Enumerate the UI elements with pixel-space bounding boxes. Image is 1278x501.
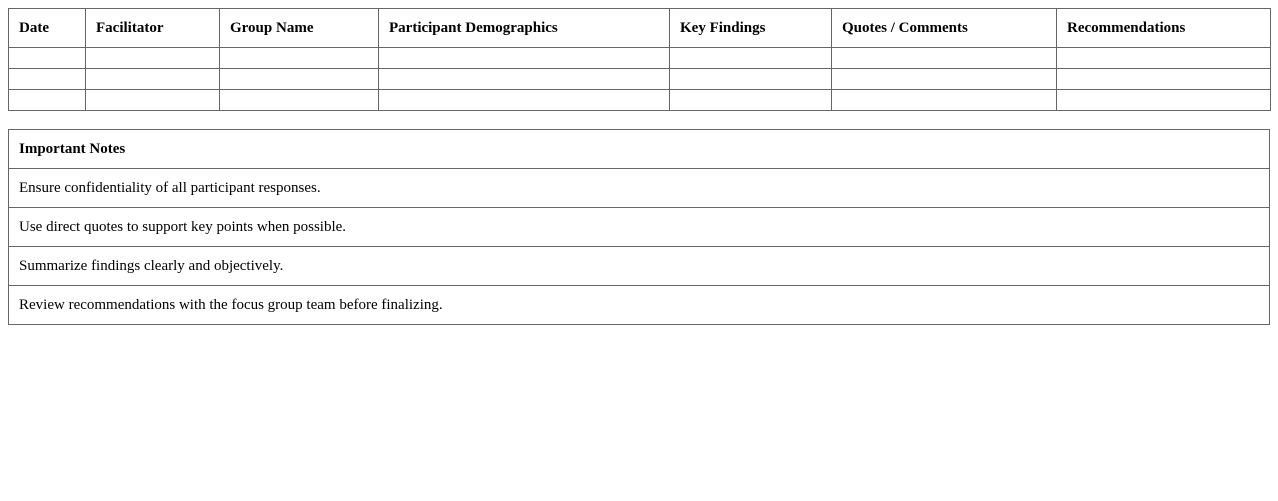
table-cell[interactable] — [831, 68, 1057, 90]
table-row — [8, 89, 1271, 111]
note-row: Summarize findings clearly and objective… — [8, 246, 1270, 286]
table-cell[interactable] — [8, 47, 86, 69]
note-item: Summarize findings clearly and objective… — [8, 246, 1270, 286]
table-cell[interactable] — [8, 68, 86, 90]
table-cell[interactable] — [669, 89, 832, 111]
focus-group-report-table: Date Facilitator Group Name Participant … — [8, 8, 1271, 111]
important-notes-table: Important Notes Ensure confidentiality o… — [8, 129, 1270, 325]
header-group-name: Group Name — [219, 8, 379, 48]
table-cell[interactable] — [378, 89, 670, 111]
table-row — [8, 47, 1271, 69]
header-participant-demographics: Participant Demographics — [378, 8, 670, 48]
note-item: Review recommendations with the focus gr… — [8, 285, 1270, 325]
table-row — [8, 68, 1271, 90]
header-quotes-comments: Quotes / Comments — [831, 8, 1057, 48]
header-recommendations: Recommendations — [1056, 8, 1271, 48]
header-date: Date — [8, 8, 86, 48]
table-cell[interactable] — [378, 47, 670, 69]
table-cell[interactable] — [85, 89, 220, 111]
notes-title: Important Notes — [8, 129, 1270, 169]
table-cell[interactable] — [831, 89, 1057, 111]
table-cell[interactable] — [219, 89, 379, 111]
header-key-findings: Key Findings — [669, 8, 832, 48]
table-cell[interactable] — [85, 68, 220, 90]
table-cell[interactable] — [1056, 47, 1271, 69]
table-cell[interactable] — [219, 68, 379, 90]
table-header-row: Date Facilitator Group Name Participant … — [8, 8, 1271, 48]
header-facilitator: Facilitator — [85, 8, 220, 48]
note-row: Ensure confidentiality of all participan… — [8, 168, 1270, 208]
table-cell[interactable] — [1056, 89, 1271, 111]
note-item: Use direct quotes to support key points … — [8, 207, 1270, 247]
table-cell[interactable] — [85, 47, 220, 69]
table-cell[interactable] — [669, 47, 832, 69]
note-item: Ensure confidentiality of all participan… — [8, 168, 1270, 208]
note-row: Review recommendations with the focus gr… — [8, 285, 1270, 325]
table-cell[interactable] — [219, 47, 379, 69]
table-cell[interactable] — [378, 68, 670, 90]
table-cell[interactable] — [669, 68, 832, 90]
table-cell[interactable] — [8, 89, 86, 111]
table-cell[interactable] — [1056, 68, 1271, 90]
notes-header-row: Important Notes — [8, 129, 1270, 169]
table-cell[interactable] — [831, 47, 1057, 69]
note-row: Use direct quotes to support key points … — [8, 207, 1270, 247]
